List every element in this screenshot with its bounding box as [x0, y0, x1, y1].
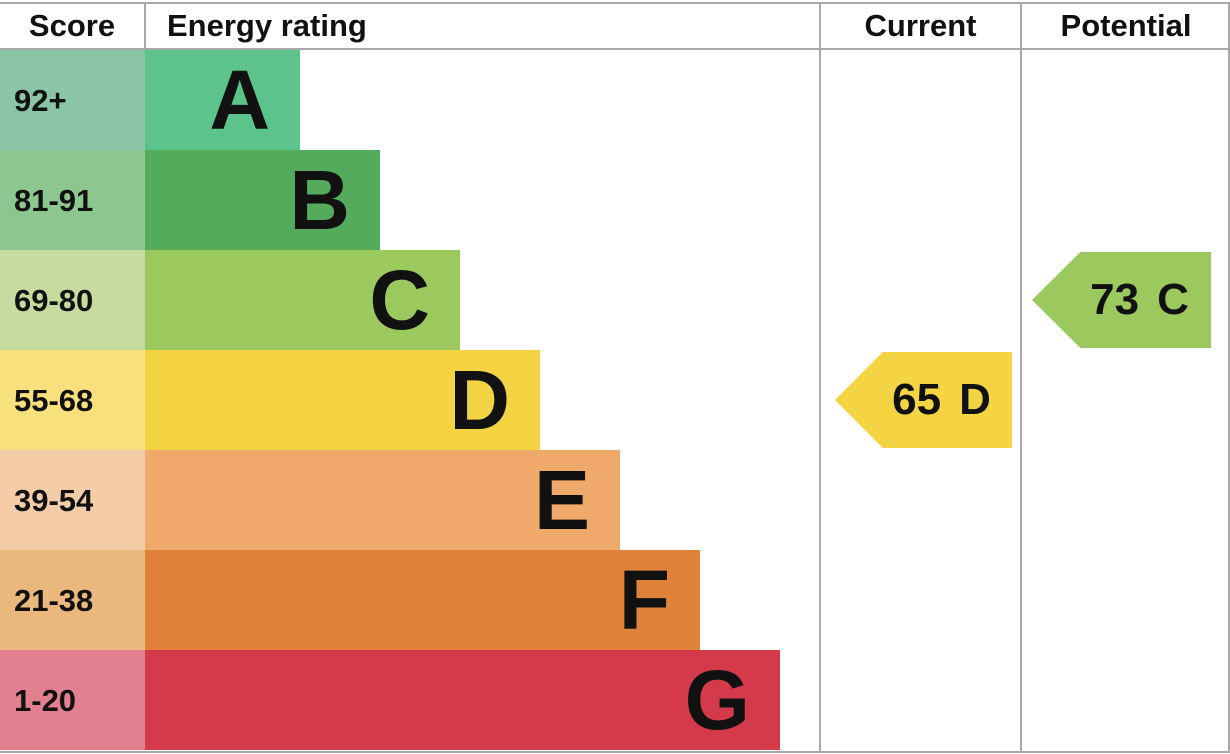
band-score-range: 55-68 — [0, 350, 145, 450]
band-score-range: 69-80 — [0, 250, 145, 350]
band-grade-bar: D — [145, 350, 540, 450]
top-border-line — [0, 2, 1230, 4]
header-score: Score — [28, 7, 116, 43]
band-row-d: 55-68 D — [0, 350, 1230, 450]
band-score-range: 92+ — [0, 50, 145, 150]
header-underline — [0, 48, 1230, 50]
current-rating-value: 65 — [892, 375, 942, 424]
current-column-divider — [819, 2, 821, 751]
band-grade-bar: E — [145, 450, 620, 550]
header-current: Current — [864, 7, 977, 43]
current-rating-grade: D — [959, 375, 991, 424]
header-energy-rating: Energy rating — [167, 7, 367, 43]
band-row-f: 21-38 F — [0, 550, 1230, 650]
band-row-c: 69-80 C — [0, 250, 1230, 350]
bottom-border-line — [0, 751, 1230, 753]
band-score-range: 1-20 — [0, 650, 145, 750]
band-row-g: 1-20 G — [0, 650, 1230, 750]
potential-rating-grade: C — [1157, 275, 1189, 324]
band-grade-bar: F — [145, 550, 700, 650]
band-row-b: 81-91 B — [0, 150, 1230, 250]
score-column-divider — [144, 2, 146, 48]
band-row-a: 92+ A — [0, 50, 1230, 150]
potential-rating-value: 73 — [1090, 275, 1140, 324]
band-score-range: 21-38 — [0, 550, 145, 650]
band-rows: 92+ A 81-91 B 69-80 C 55-68 D 39-54 E 21… — [0, 50, 1230, 750]
right-border-line — [1228, 2, 1230, 751]
potential-column-divider — [1020, 2, 1022, 751]
band-grade-bar: C — [145, 250, 460, 350]
band-score-range: 81-91 — [0, 150, 145, 250]
header-potential: Potential — [1060, 7, 1192, 43]
band-score-range: 39-54 — [0, 450, 145, 550]
band-row-e: 39-54 E — [0, 450, 1230, 550]
band-grade-bar: G — [145, 650, 780, 750]
band-grade-bar: A — [145, 50, 300, 150]
band-grade-bar: B — [145, 150, 380, 250]
